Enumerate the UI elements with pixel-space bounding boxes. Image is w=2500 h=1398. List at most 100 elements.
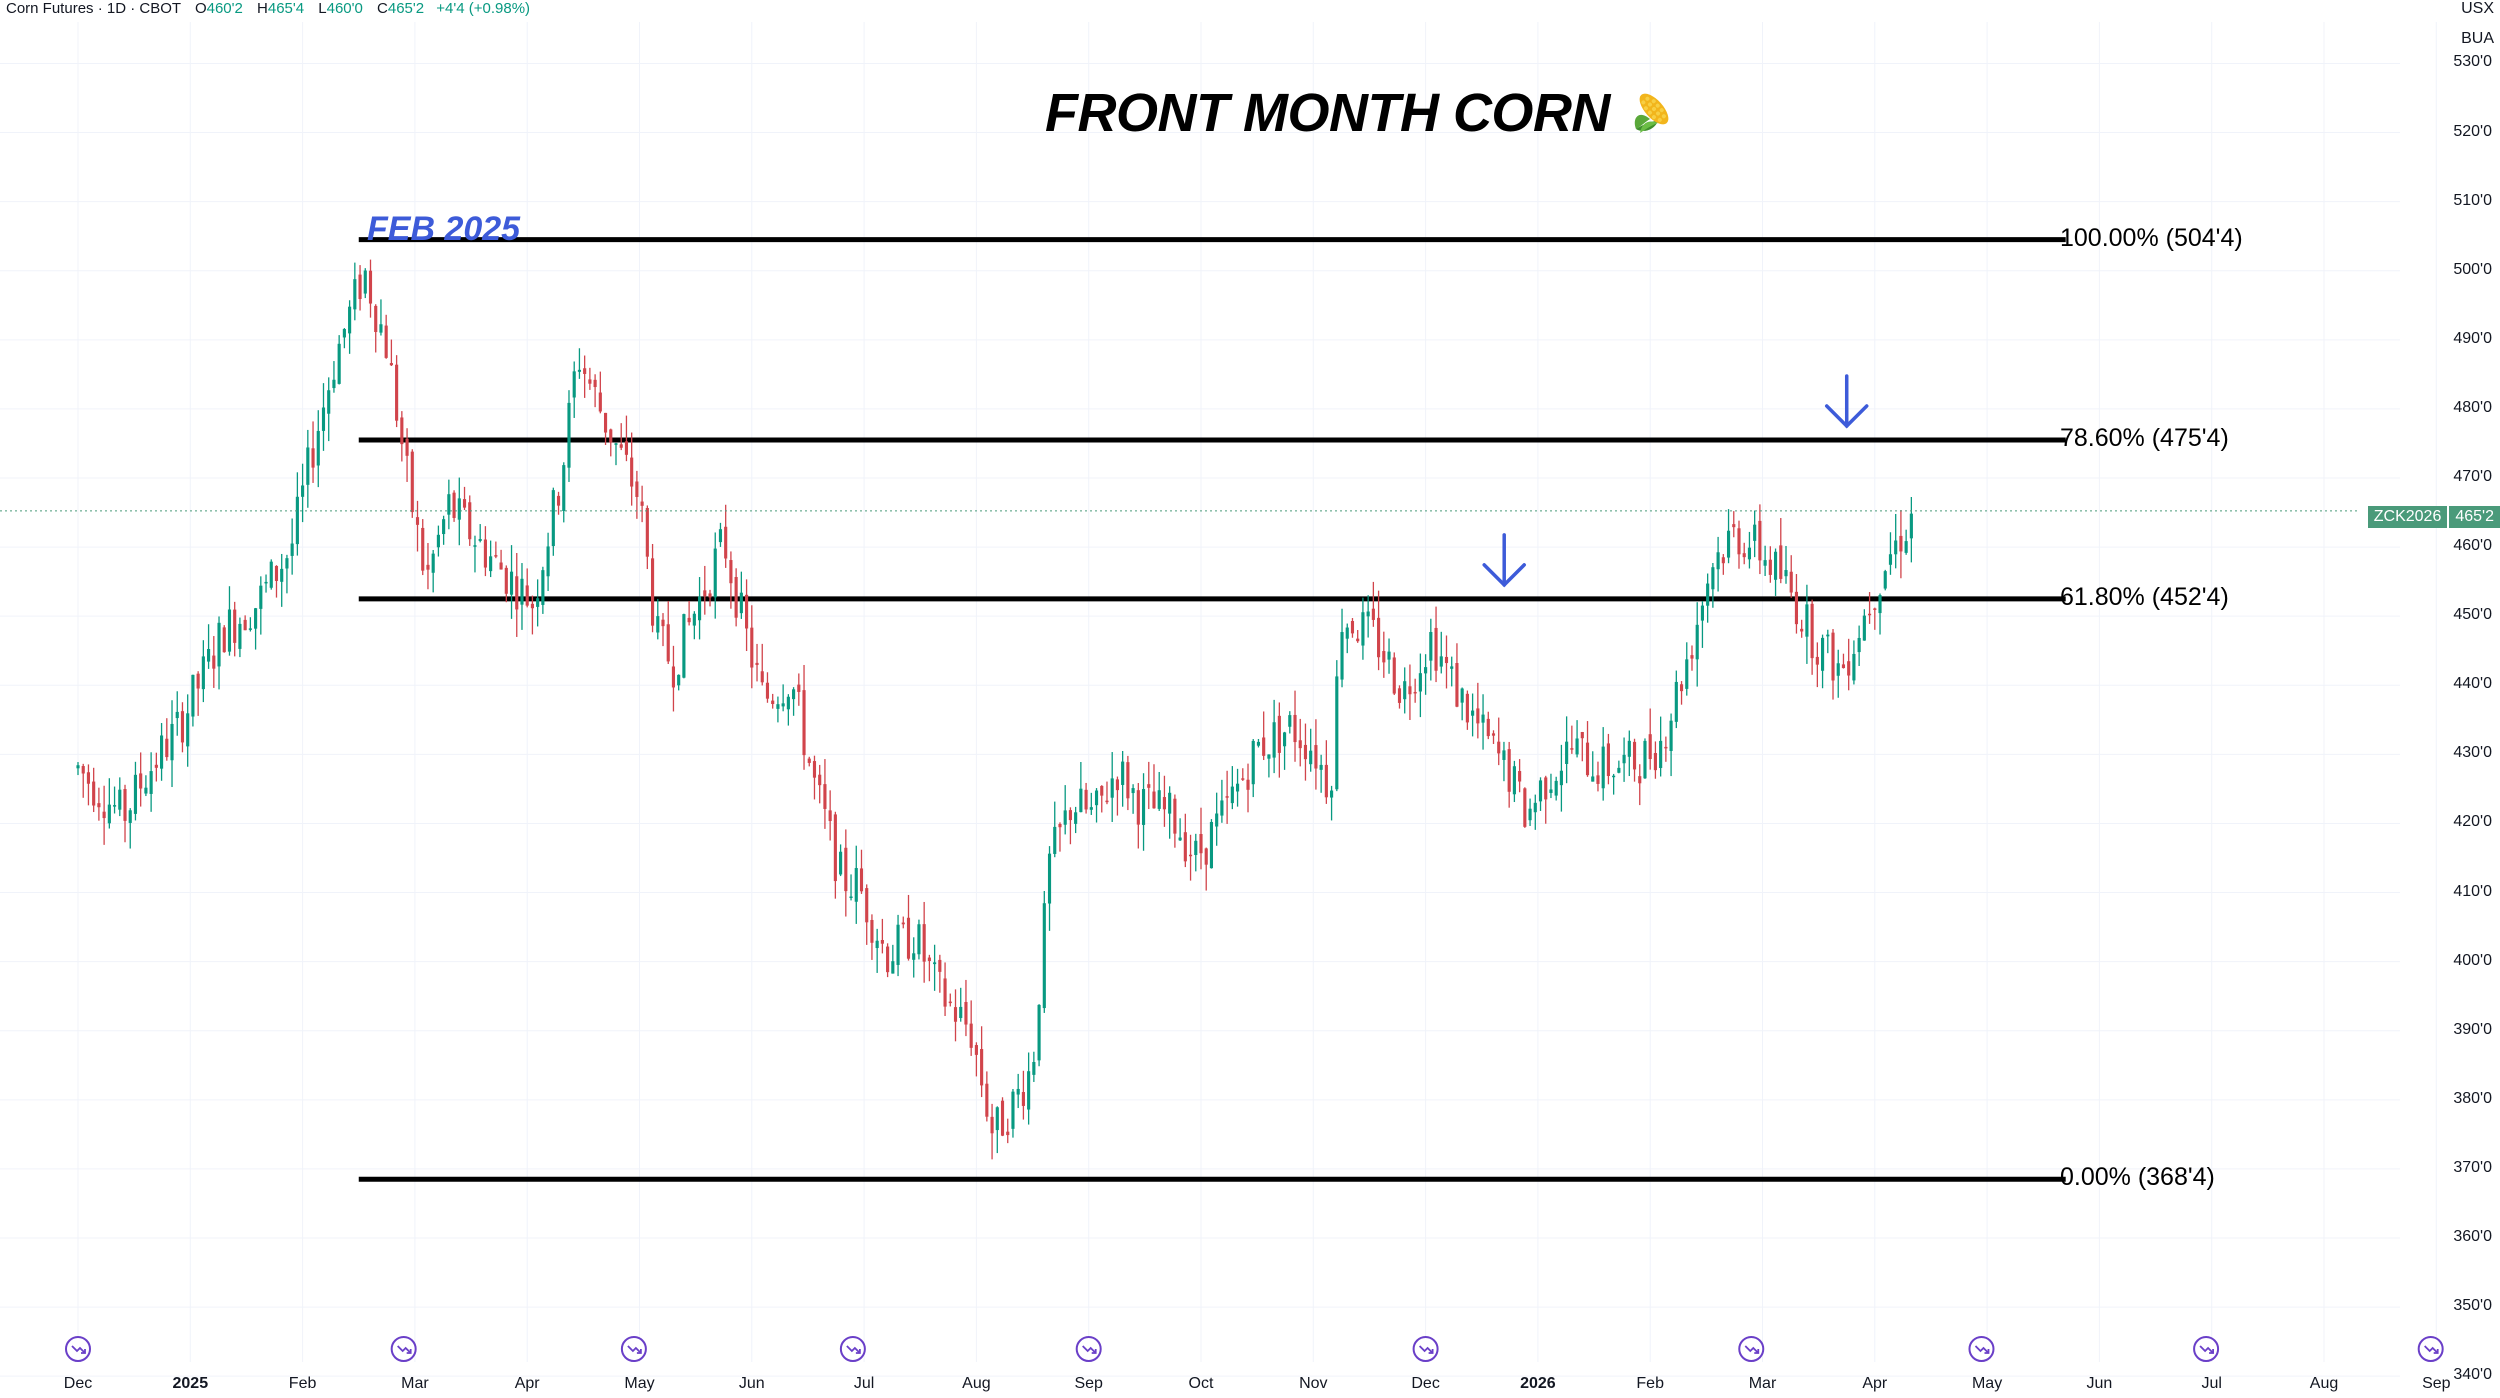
annotation-arrows [1482,374,1869,588]
candle-body [1507,749,1511,792]
symbol-text[interactable]: Corn Futures · 1D · CBOT [6,0,181,17]
candle-body [1225,796,1229,798]
price-tick: 390'0 [2453,1020,2492,1038]
candle-body [274,565,279,581]
time-tick: Jul [853,1375,875,1392]
high-value: 465'4 [267,0,305,17]
candle-body [724,526,728,559]
candle-body [1194,840,1198,855]
down-arrow-icon [1824,374,1869,429]
event-marker-icon[interactable] [1738,1336,1765,1362]
event-marker-icon[interactable] [620,1336,647,1362]
candle-body [170,723,174,761]
candle-body [1371,608,1375,620]
candle-body [1538,780,1543,802]
candle-body [760,671,764,683]
candle-body [494,555,498,557]
candle-body [624,441,629,455]
candle-body [1726,530,1731,558]
candle-body [901,922,905,925]
time-tick: Mar [401,1375,429,1392]
candle-body [311,448,315,468]
event-marker-icon[interactable] [2417,1336,2444,1362]
candle-body [1011,1091,1015,1129]
candle-body [353,279,357,310]
candle-body [839,851,843,875]
candle-body [640,501,644,506]
candle-body [556,495,561,506]
candle-body [165,738,169,758]
candle-body [990,1116,994,1134]
candle-body [1580,732,1584,739]
candle-body [1220,800,1224,816]
candle-body [1841,664,1846,669]
candle-body [546,546,550,577]
candle-body [217,622,221,667]
candle-body [1491,733,1496,736]
candle-body [1784,570,1788,577]
candle-body [1643,740,1647,779]
quantity-unit[interactable]: BUA [2461,30,2494,47]
candle-body [562,465,566,511]
ticker-tag: ZCK2026 [2367,506,2448,528]
event-marker-icon[interactable] [1075,1336,1102,1362]
candle-body [922,924,926,962]
candle-body [995,1107,999,1131]
event-marker-icon[interactable] [2193,1336,2220,1362]
event-marker-icon[interactable] [65,1336,91,1362]
last-price-tag[interactable]: ZCK2026 465'2 [2367,506,2500,528]
candle-body [1857,637,1861,653]
candle-body [1894,540,1898,555]
event-marker-icon[interactable] [1412,1336,1439,1362]
candle-body [175,711,179,719]
fib-label-100: 100.00% (504'4) [2060,223,2243,252]
candle-body [765,682,770,699]
candle-body [1753,524,1757,541]
candle-body [468,502,472,540]
low-label: L [318,0,327,17]
candle-body [1444,656,1449,664]
candle-body [405,438,409,456]
candle-body [1256,741,1261,746]
event-marker-icon[interactable] [390,1336,417,1362]
currency-unit[interactable]: USX [2461,0,2494,17]
candle-body [541,570,545,605]
candle-body [154,764,158,768]
candle-body [76,765,80,769]
time-tick: Dec [63,1375,93,1392]
candle-body [1199,834,1203,854]
candle-body [567,402,571,468]
candle-body [1810,603,1814,659]
candle-body [1277,715,1281,753]
candle-body [1152,791,1156,809]
event-marker-icon[interactable] [1968,1336,1995,1362]
candle-body [1742,553,1746,558]
candle-body [1450,666,1454,669]
time-tick: Mar [1748,1375,1777,1392]
price-tick: 380'0 [2453,1089,2492,1107]
candle-body [1585,742,1590,776]
candle-body [1465,693,1469,723]
candle-body [1262,737,1266,756]
candle-body [92,781,96,806]
candle-body [1418,673,1422,692]
candle-body [1235,783,1240,792]
candle-body [1178,837,1182,841]
close-label: C [377,0,388,17]
candle-body [1382,651,1386,663]
candle-body [1883,571,1887,589]
candle-body [938,959,942,972]
candle-body [1168,792,1172,814]
candle-body [1669,720,1673,752]
candle-body [1679,684,1684,692]
event-marker-icon[interactable] [839,1336,866,1362]
candle-body [107,804,111,824]
candle-body [238,623,242,649]
candle-body [650,558,655,626]
candle-body [81,766,85,774]
price-tag: 465'2 [2449,506,2500,528]
candle-body [985,1083,989,1117]
candle-body [1533,802,1537,813]
candle-body [384,325,388,358]
